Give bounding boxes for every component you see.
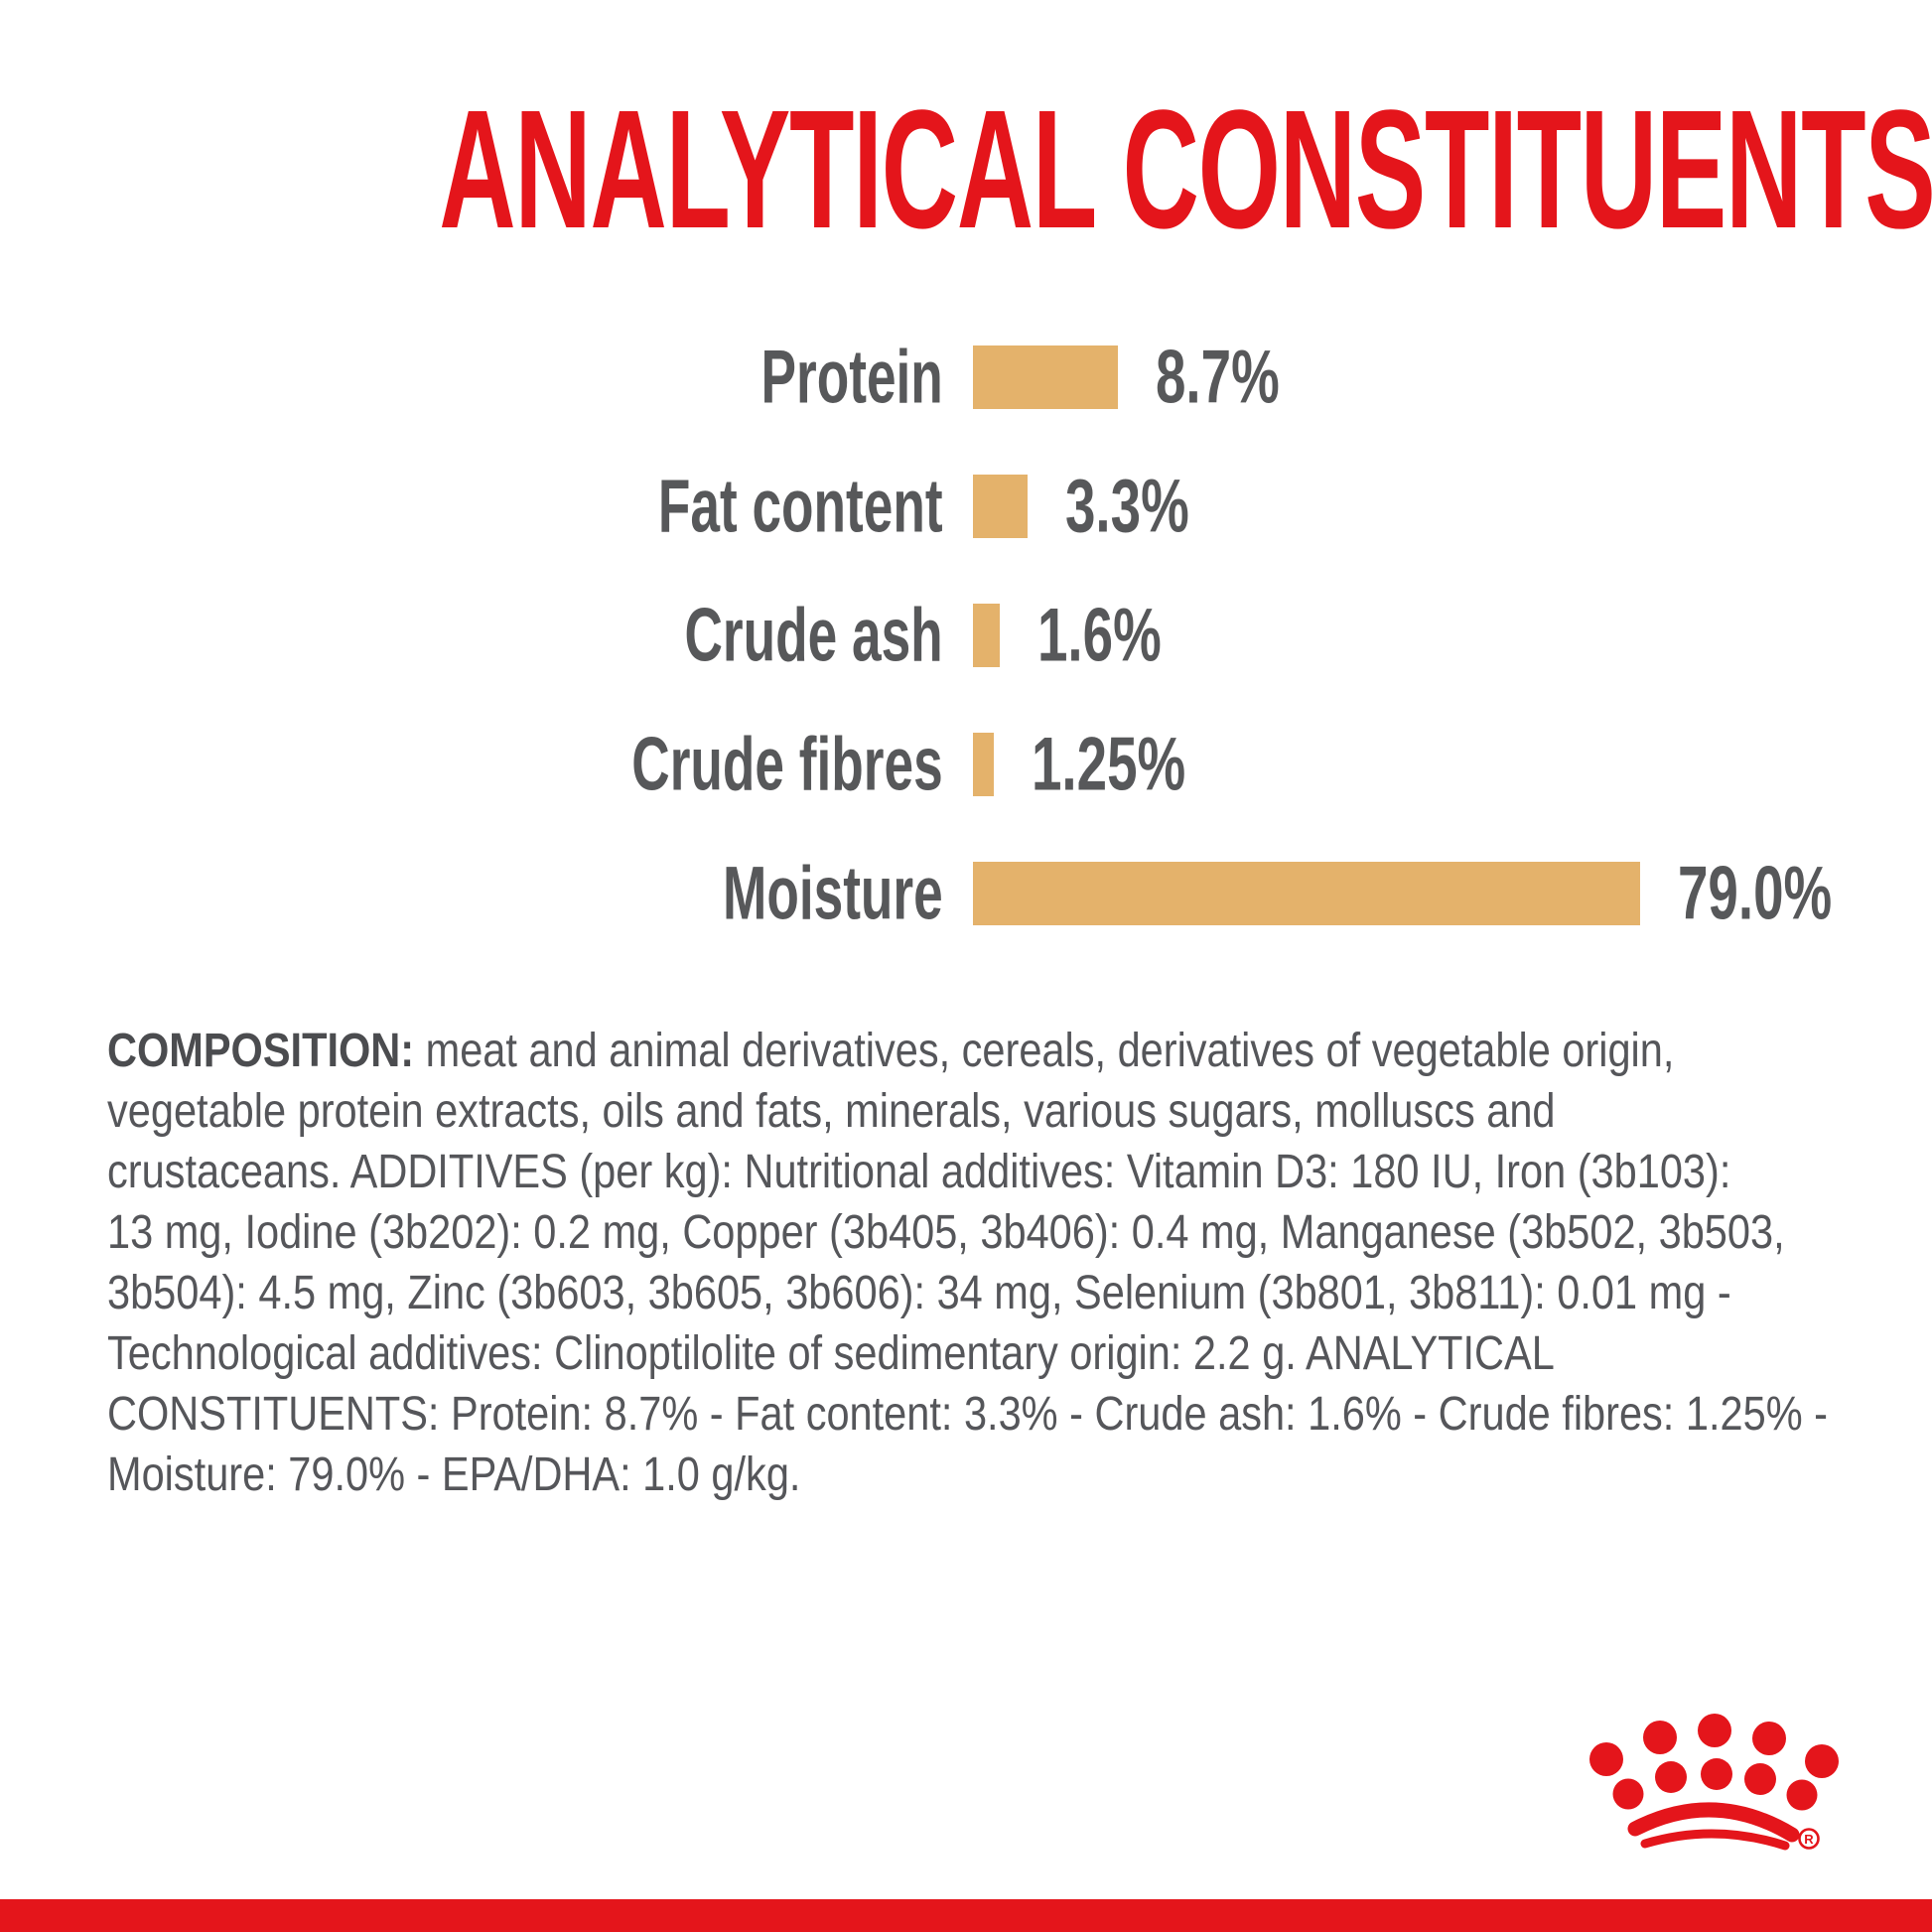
chart-row-crude-fibres: Crude fibres 1.25% — [0, 723, 1932, 807]
chart-row-moisture: Moisture 79.0% — [0, 852, 1932, 936]
composition-line: COMPOSITION: meat and animal derivatives… — [107, 1021, 1828, 1081]
composition-heading: COMPOSITION: — [107, 1025, 415, 1077]
value-label: 79.0% — [1678, 851, 1833, 936]
royal-canin-crown-icon: R — [1589, 1714, 1839, 1851]
footer-accent-bar — [0, 1899, 1932, 1932]
composition-line: 3b504): 4.5 mg, Zinc (3b603, 3b605, 3b60… — [107, 1267, 1731, 1319]
value-bar — [973, 345, 1118, 409]
composition-line-rest: meat and animal derivatives, cereals, de… — [414, 1025, 1675, 1077]
row-label: Moisture — [723, 851, 943, 936]
chart-row-protein: Protein 8.7% — [0, 336, 1932, 420]
value-bar — [973, 475, 1028, 538]
value-label: 1.25% — [1032, 722, 1186, 807]
page-title: ANALYTICAL CONSTITUENTS — [439, 75, 1932, 264]
row-label: Protein — [760, 335, 943, 420]
value-label: 3.3% — [1065, 464, 1189, 549]
composition-line: vegetable protein extracts, oils and fat… — [107, 1085, 1556, 1138]
composition-line: 13 mg, Iodine (3b202): 0.2 mg, Copper (3… — [107, 1206, 1785, 1259]
row-label: Crude ash — [684, 593, 943, 678]
composition-text: COMPOSITION: meat and animal derivatives… — [107, 1021, 1828, 1505]
row-label: Fat content — [658, 464, 943, 549]
value-label: 8.7% — [1156, 335, 1280, 420]
row-label: Crude fibres — [631, 722, 943, 807]
chart-row-fat-content: Fat content 3.3% — [0, 465, 1932, 549]
composition-line: Technological additives: Clinoptilolite … — [107, 1327, 1555, 1380]
composition-line: crustaceans. ADDITIVES (per kg): Nutriti… — [107, 1146, 1731, 1198]
composition-line: Moisture: 79.0% - EPA/DHA: 1.0 g/kg. — [107, 1449, 801, 1501]
registered-mark-letter: R — [1804, 1832, 1814, 1847]
analytical-constituents-chart: Protein 8.7% Fat content 3.3% Crude ash … — [0, 0, 1932, 953]
composition-line: CONSTITUENTS: Protein: 8.7% - Fat conten… — [107, 1388, 1828, 1441]
title-row: ANALYTICAL CONSTITUENTS — [0, 85, 1932, 254]
value-bar — [973, 733, 994, 796]
chart-row-crude-ash: Crude ash 1.6% — [0, 594, 1932, 678]
value-bar — [973, 862, 1640, 925]
value-label: 1.6% — [1037, 593, 1162, 678]
registered-mark-icon — [1798, 1828, 1820, 1850]
value-bar — [973, 604, 1000, 667]
